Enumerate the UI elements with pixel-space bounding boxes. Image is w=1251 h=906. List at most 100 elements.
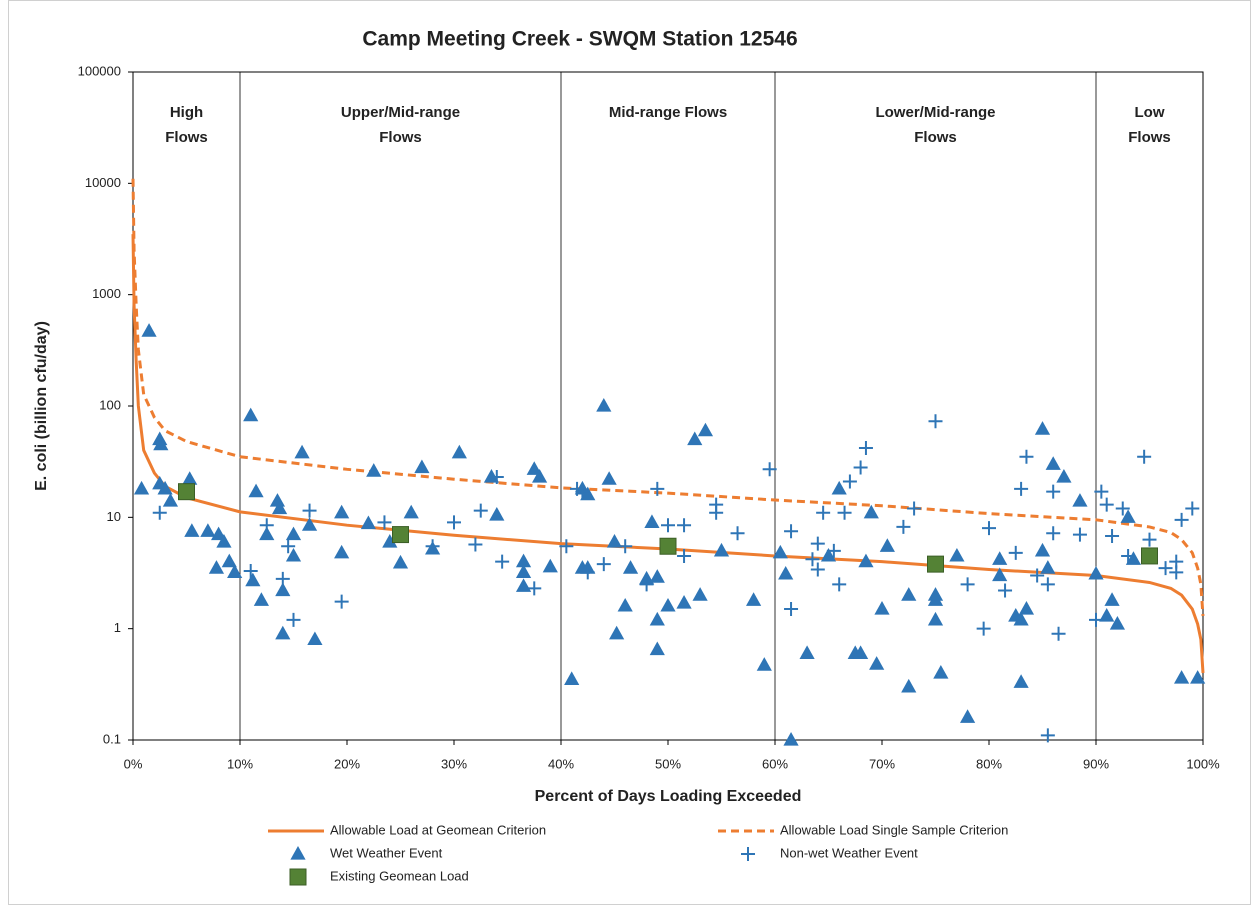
plus-marker (784, 602, 799, 617)
chart-title: Camp Meeting Creek - SWQM Station 12546 (362, 28, 797, 51)
plus-marker (580, 565, 595, 580)
plus-marker (1089, 612, 1103, 627)
wet-marker (259, 526, 275, 541)
wet-marker (606, 534, 623, 548)
plus-marker (527, 581, 542, 596)
plus-marker (928, 414, 943, 429)
frame (8, 0, 1251, 905)
wet-marker (1104, 592, 1120, 606)
plus-marker (677, 548, 692, 563)
legend-marker (290, 846, 306, 860)
wet-marker (157, 480, 173, 495)
wet-marker (992, 567, 1008, 582)
wet-marker (927, 611, 944, 626)
plus-marker (826, 543, 841, 558)
plus-marker (810, 536, 825, 551)
wet-marker (382, 534, 398, 548)
wet-marker (1018, 601, 1035, 615)
wet-marker (366, 463, 382, 477)
plus-marker (1137, 449, 1152, 464)
wet-marker (141, 323, 157, 337)
y-tick-label: 1 (114, 620, 121, 635)
plus-marker (152, 505, 167, 520)
x-tick-label: 70% (869, 756, 895, 771)
wet-marker (596, 398, 612, 412)
plus-marker (853, 460, 868, 475)
wet-marker (831, 480, 847, 495)
plus-marker (1040, 577, 1055, 592)
plus-marker (896, 519, 911, 534)
wet-marker (927, 587, 944, 601)
plus-marker (1099, 497, 1114, 512)
legend-label: Wet Weather Event (330, 845, 443, 860)
region-label: Upper/Mid-range (341, 104, 460, 121)
wet-marker (526, 461, 542, 475)
wet-marker (1125, 551, 1142, 565)
legend-marker (741, 847, 755, 861)
plus-marker (960, 577, 975, 592)
wet-marker (1099, 607, 1115, 622)
wet-marker (879, 538, 895, 552)
plus-marker (468, 537, 483, 552)
wet-marker (162, 493, 179, 507)
wet-marker (243, 407, 259, 422)
plus-marker (1030, 568, 1045, 583)
wet-marker (334, 544, 350, 559)
wet-marker (992, 551, 1008, 565)
plus-marker (495, 554, 510, 569)
x-tick-label: 60% (762, 756, 788, 771)
wet-marker (227, 564, 243, 579)
wet-marker (746, 592, 762, 606)
square-marker (1141, 547, 1158, 565)
plus-marker (709, 497, 724, 512)
wet-marker (1190, 670, 1206, 684)
wet-marker (863, 504, 879, 519)
plus-marker (762, 462, 777, 477)
square-marker (178, 483, 195, 501)
wet-marker (275, 625, 291, 640)
wet-marker (778, 565, 794, 580)
x-tick-label: 40% (548, 756, 574, 771)
plus-marker (1174, 512, 1189, 527)
wet-marker (564, 671, 580, 686)
wet-marker (360, 515, 376, 530)
y-tick-label: 0.1 (103, 731, 121, 746)
plus-marker (447, 515, 461, 530)
wet-marker (301, 517, 318, 531)
legend-label: Allowable Load Single Sample Criterion (780, 822, 1008, 837)
wet-marker (248, 483, 264, 498)
wet-marker (622, 560, 639, 574)
wet-marker (182, 471, 198, 485)
wet-marker (211, 526, 227, 541)
wet-marker (649, 611, 665, 626)
plus-marker (575, 484, 590, 499)
wet-marker (949, 547, 965, 562)
plus-marker (661, 518, 675, 533)
plus-marker (730, 526, 745, 541)
wet-marker (933, 664, 949, 679)
plus-marker (837, 505, 852, 520)
plus-marker (1158, 561, 1173, 576)
wet-marker (580, 486, 596, 501)
plus-marker (618, 539, 633, 554)
plus-marker (489, 470, 504, 485)
wet-marker (1034, 421, 1051, 435)
plot-border (132, 71, 1204, 741)
wet-marker (1120, 509, 1136, 523)
wet-marker (1013, 611, 1029, 626)
wet-marker (542, 558, 558, 573)
wet-marker (294, 444, 310, 459)
plus-marker (286, 612, 301, 627)
wet-marker (269, 493, 286, 507)
wet-marker (783, 732, 799, 746)
square-marker (927, 555, 944, 573)
region-label: Low (1135, 104, 1165, 121)
wet-marker (515, 564, 532, 579)
wet-marker (483, 469, 500, 483)
plus-marker (281, 539, 296, 554)
wet-marker (1174, 670, 1190, 684)
wet-marker (392, 554, 409, 569)
plus-marker (832, 577, 847, 592)
plus-marker (1008, 545, 1023, 560)
